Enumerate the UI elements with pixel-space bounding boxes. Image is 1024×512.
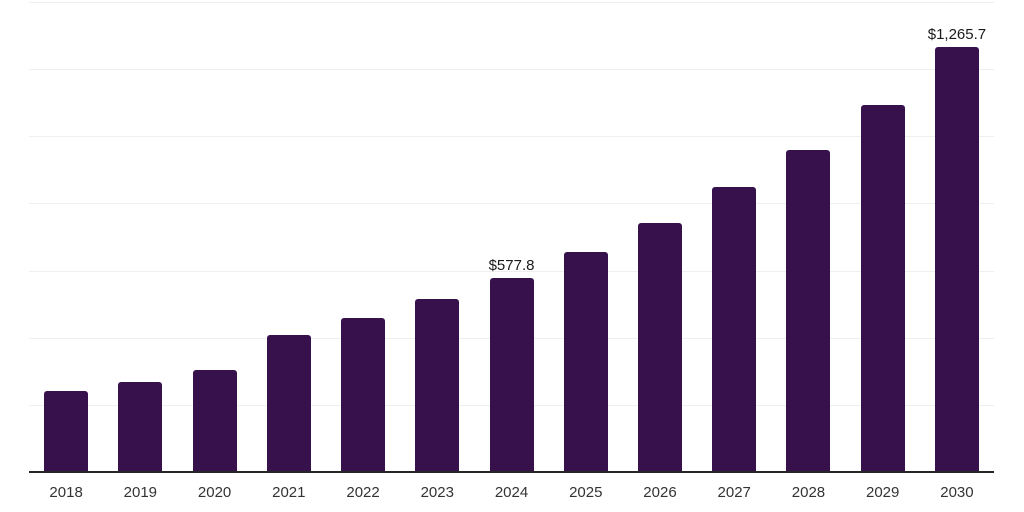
x-tick-label-2020: 2020: [197, 484, 232, 501]
bar-slot: [771, 2, 845, 472]
x-tick-label-2025: 2025: [569, 484, 603, 501]
gridline: [29, 136, 994, 138]
x-axis-tick-labels: 2018 2019 2020 2021 2022 2023 2024 2025 2026 2027…: [29, 472, 994, 501]
bar-2024: [489, 278, 534, 472]
gridline: [29, 69, 994, 71]
bar-slot: [103, 2, 177, 472]
bar-slot: [846, 2, 920, 472]
x-tick-label-2029: 2029: [866, 484, 900, 501]
bar-2028: [786, 149, 831, 472]
bar-2022: [341, 318, 386, 472]
bar-2018: [44, 391, 89, 472]
bar-value-label-2024: $577.8: [488, 257, 535, 275]
bar-slot: [697, 2, 771, 472]
gridline: [29, 270, 994, 272]
bar-series: $577.8 $1,265.7: [29, 2, 994, 472]
bar-slot: $577.8: [474, 2, 548, 472]
x-tick-label-2018: 2018: [49, 484, 83, 501]
bar-slot: [177, 2, 251, 472]
bar-slot: [623, 2, 697, 472]
gridline: [29, 203, 994, 205]
bar-slot: $1,265.7: [920, 2, 994, 472]
bar-slot: [252, 2, 326, 472]
bar-2029: [860, 104, 905, 472]
bar-2025: [563, 252, 608, 472]
bar-2021: [266, 334, 311, 472]
x-tick-label-2022: 2022: [346, 484, 380, 501]
x-tick-label-2024: 2024: [494, 484, 529, 501]
bar-2019: [118, 381, 163, 472]
x-tick-label-2027: 2027: [717, 484, 751, 501]
bar-slot: [29, 2, 103, 472]
bar-2020: [192, 369, 237, 472]
bar-2030: [934, 47, 979, 472]
bar-slot: [326, 2, 400, 472]
bar-2026: [637, 223, 682, 472]
x-tick-label-2019: 2019: [123, 484, 158, 501]
x-tick-label-2030: 2030: [940, 484, 974, 501]
x-axis-line: [29, 471, 994, 473]
bar-2023: [415, 299, 460, 472]
gridline: [29, 2, 994, 3]
bar-2027: [712, 187, 757, 472]
bar-slot: [400, 2, 474, 472]
x-tick-label-2023: 2023: [420, 484, 454, 501]
plot-area: $577.8 $1,265.7: [29, 2, 994, 473]
x-tick-label-2021: 2021: [272, 484, 306, 501]
bar-value-label-2030: $1,265.7: [927, 26, 987, 44]
x-tick-label-2028: 2028: [791, 484, 826, 501]
bar-slot: [549, 2, 623, 472]
x-tick-label-2026: 2026: [643, 484, 677, 501]
